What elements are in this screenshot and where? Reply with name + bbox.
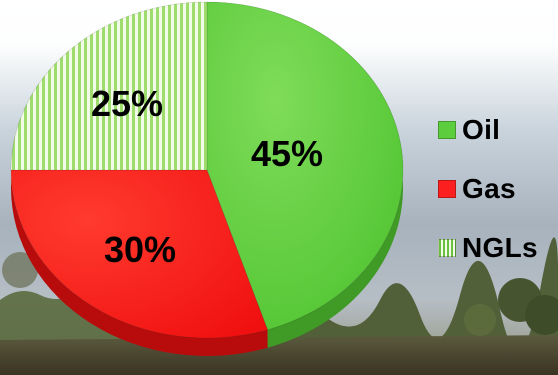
pie-slice-gas [10, 169, 269, 339]
ngls-swatch-icon [438, 239, 456, 257]
legend-item-ngls: NGLs [438, 230, 538, 266]
pie-slice-ngls [10, 1, 208, 171]
gas-swatch-icon [438, 180, 456, 198]
chart-legend: Oil Gas NGLs [438, 112, 538, 266]
legend-label-oil: Oil [462, 114, 501, 145]
legend-label-ngls: NGLs [462, 232, 538, 263]
data-label-gas: 30% [104, 229, 176, 270]
data-label-ngls: 25% [91, 83, 163, 124]
pie-slice-oil [206, 1, 404, 331]
legend-label-gas: Gas [462, 173, 516, 204]
oil-swatch-icon [438, 121, 456, 139]
legend-item-oil: Oil [438, 112, 538, 148]
data-label-oil: 45% [251, 133, 323, 174]
pie-side-gas [11, 170, 268, 356]
legend-item-gas: Gas [438, 171, 538, 207]
